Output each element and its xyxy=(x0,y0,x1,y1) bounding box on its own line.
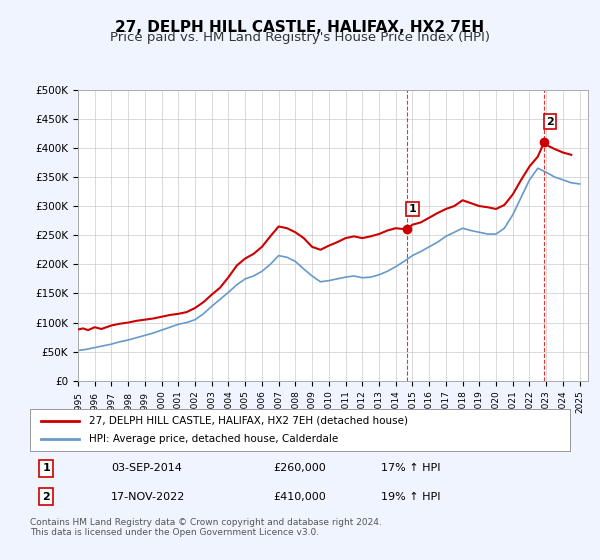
Text: 19% ↑ HPI: 19% ↑ HPI xyxy=(381,492,440,502)
Text: 1: 1 xyxy=(43,463,50,473)
Text: 2: 2 xyxy=(43,492,50,502)
Text: £410,000: £410,000 xyxy=(273,492,326,502)
Text: Contains HM Land Registry data © Crown copyright and database right 2024.
This d: Contains HM Land Registry data © Crown c… xyxy=(30,518,382,538)
Text: 27, DELPH HILL CASTLE, HALIFAX, HX2 7EH: 27, DELPH HILL CASTLE, HALIFAX, HX2 7EH xyxy=(115,20,485,35)
Text: HPI: Average price, detached house, Calderdale: HPI: Average price, detached house, Cald… xyxy=(89,434,338,444)
Text: 17% ↑ HPI: 17% ↑ HPI xyxy=(381,463,440,473)
Text: 27, DELPH HILL CASTLE, HALIFAX, HX2 7EH (detached house): 27, DELPH HILL CASTLE, HALIFAX, HX2 7EH … xyxy=(89,416,409,426)
Text: £260,000: £260,000 xyxy=(273,463,326,473)
Text: Price paid vs. HM Land Registry's House Price Index (HPI): Price paid vs. HM Land Registry's House … xyxy=(110,31,490,44)
Text: 1: 1 xyxy=(409,204,416,214)
Text: 2: 2 xyxy=(546,116,554,127)
Text: 17-NOV-2022: 17-NOV-2022 xyxy=(111,492,185,502)
Text: 03-SEP-2014: 03-SEP-2014 xyxy=(111,463,182,473)
